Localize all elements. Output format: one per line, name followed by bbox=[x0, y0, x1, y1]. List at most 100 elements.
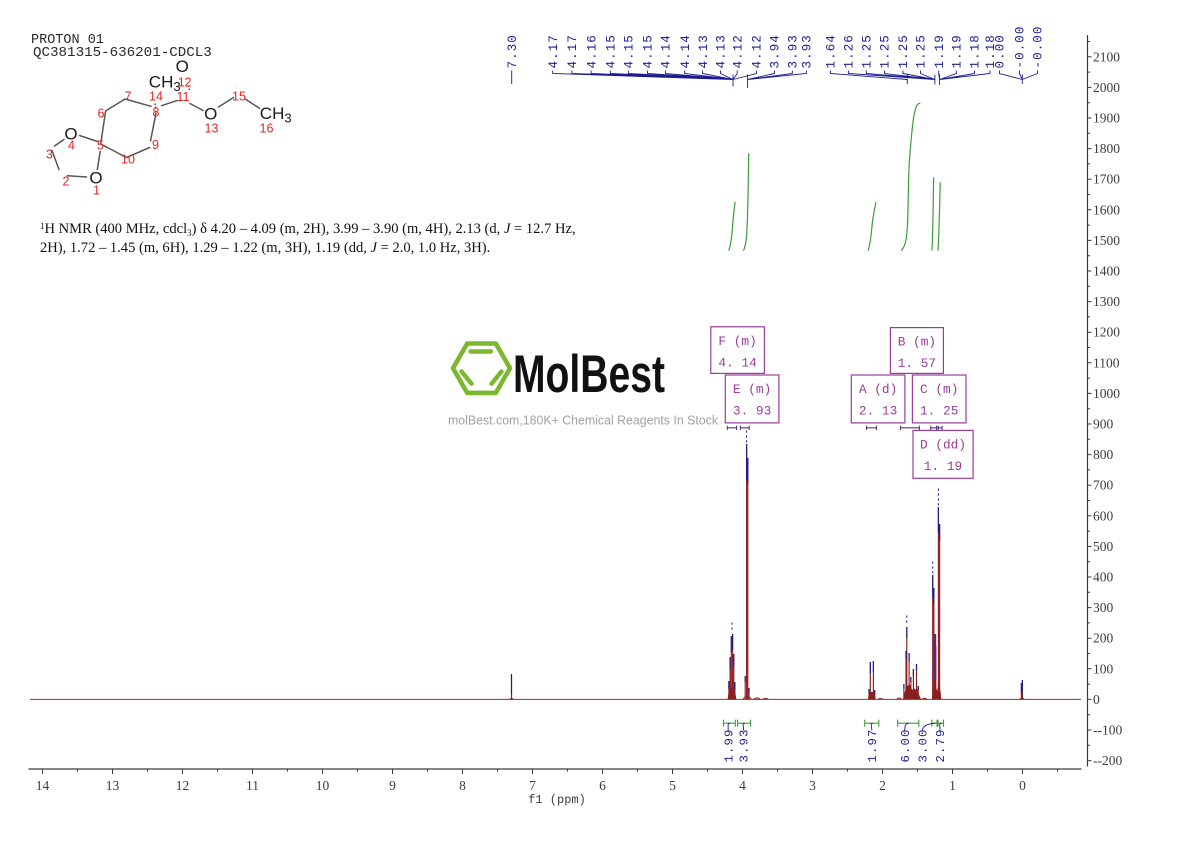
svg-text:1.26: 1.26 bbox=[843, 34, 857, 68]
svg-text:14: 14 bbox=[149, 90, 163, 104]
svg-text:1000: 1000 bbox=[1093, 386, 1120, 401]
svg-text:0: 0 bbox=[1019, 778, 1026, 793]
svg-text:1400: 1400 bbox=[1093, 264, 1120, 279]
svg-text:0.00: 0.00 bbox=[994, 34, 1008, 68]
svg-text:1.25: 1.25 bbox=[897, 34, 911, 68]
svg-text:800: 800 bbox=[1093, 447, 1114, 462]
svg-text:2. 13: 2. 13 bbox=[859, 404, 897, 419]
svg-text:10: 10 bbox=[121, 153, 135, 167]
svg-text:3: 3 bbox=[46, 148, 53, 162]
svg-text:3.00: 3.00 bbox=[917, 729, 931, 763]
svg-text:1500: 1500 bbox=[1093, 233, 1120, 248]
svg-text:7: 7 bbox=[125, 90, 132, 104]
svg-text:10: 10 bbox=[316, 778, 330, 793]
svg-text:6: 6 bbox=[599, 778, 606, 793]
svg-text:13: 13 bbox=[106, 778, 120, 793]
svg-text:7.30: 7.30 bbox=[506, 34, 520, 68]
svg-text:0: 0 bbox=[1093, 692, 1100, 707]
svg-text:E (m): E (m) bbox=[733, 382, 771, 397]
svg-text:700: 700 bbox=[1093, 478, 1114, 493]
svg-text:O: O bbox=[89, 169, 102, 188]
svg-text:4.12: 4.12 bbox=[731, 34, 745, 68]
svg-text:1H NMR (400 MHz, cdcl3) δ 4.20: 1H NMR (400 MHz, cdcl3) δ 4.20 – 4.09 (m… bbox=[40, 221, 576, 238]
svg-text:1.18: 1.18 bbox=[984, 34, 998, 68]
svg-text:4.14: 4.14 bbox=[679, 34, 693, 68]
svg-text:600: 600 bbox=[1093, 508, 1114, 523]
svg-text:12: 12 bbox=[178, 75, 192, 89]
svg-text:1.18: 1.18 bbox=[969, 34, 983, 68]
svg-text:D (dd): D (dd) bbox=[920, 437, 966, 452]
svg-text:500: 500 bbox=[1093, 539, 1114, 554]
svg-text:13: 13 bbox=[205, 122, 219, 136]
svg-text:1.64: 1.64 bbox=[825, 34, 839, 68]
svg-text:6: 6 bbox=[98, 107, 105, 121]
svg-text:1.97: 1.97 bbox=[866, 729, 880, 763]
svg-text:1: 1 bbox=[93, 184, 100, 198]
svg-text:2: 2 bbox=[63, 175, 70, 189]
svg-text:12: 12 bbox=[176, 778, 190, 793]
svg-text:3.93: 3.93 bbox=[738, 729, 752, 763]
svg-text:1100: 1100 bbox=[1093, 355, 1120, 370]
svg-text:O: O bbox=[204, 104, 217, 123]
svg-text:5: 5 bbox=[97, 139, 104, 153]
svg-text:1.25: 1.25 bbox=[915, 34, 929, 68]
svg-text:F (m): F (m) bbox=[718, 334, 756, 349]
svg-text:4.16: 4.16 bbox=[585, 34, 599, 68]
svg-text:4.13: 4.13 bbox=[715, 34, 729, 68]
svg-text:1.25: 1.25 bbox=[879, 34, 893, 68]
svg-text:1.25: 1.25 bbox=[861, 34, 875, 68]
svg-text:1.19: 1.19 bbox=[951, 34, 965, 68]
svg-text:900: 900 bbox=[1093, 417, 1114, 432]
svg-text:1600: 1600 bbox=[1093, 202, 1120, 217]
svg-text:9: 9 bbox=[152, 138, 159, 152]
svg-text:200: 200 bbox=[1093, 631, 1114, 646]
svg-text:4.17: 4.17 bbox=[566, 34, 580, 68]
svg-text:4.17: 4.17 bbox=[547, 34, 561, 68]
svg-text:16: 16 bbox=[260, 122, 274, 136]
svg-text:3. 93: 3. 93 bbox=[733, 404, 771, 419]
svg-text:1200: 1200 bbox=[1093, 325, 1120, 340]
svg-text:11: 11 bbox=[177, 90, 190, 104]
svg-text:2100: 2100 bbox=[1093, 49, 1120, 64]
svg-text:1800: 1800 bbox=[1093, 141, 1120, 156]
svg-text:4: 4 bbox=[68, 139, 75, 153]
svg-text:4.14: 4.14 bbox=[660, 34, 674, 68]
svg-text:2H), 1.72 – 1.45 (m, 6H), 1.29: 2H), 1.72 – 1.45 (m, 6H), 1.29 – 1.22 (m… bbox=[40, 240, 490, 256]
svg-text:1: 1 bbox=[949, 778, 956, 793]
svg-text:1.19: 1.19 bbox=[933, 34, 947, 68]
svg-text:2000: 2000 bbox=[1093, 80, 1120, 95]
svg-text:molBest.com,180K+ Chemical Rea: molBest.com,180K+ Chemical Reagents In S… bbox=[448, 413, 718, 428]
svg-text:3.93: 3.93 bbox=[801, 34, 815, 68]
svg-text:O: O bbox=[176, 57, 189, 76]
svg-text:14: 14 bbox=[36, 778, 50, 793]
svg-text:-0.00: -0.00 bbox=[1032, 25, 1046, 68]
svg-text:C (m): C (m) bbox=[920, 382, 958, 397]
svg-text:6.00: 6.00 bbox=[899, 729, 913, 763]
svg-text:1700: 1700 bbox=[1093, 172, 1120, 187]
svg-text:300: 300 bbox=[1093, 600, 1114, 615]
svg-text:15: 15 bbox=[232, 90, 246, 104]
svg-text:f1 (ppm): f1 (ppm) bbox=[528, 793, 586, 807]
svg-text:--100: --100 bbox=[1093, 723, 1122, 738]
svg-text:A (d): A (d) bbox=[859, 382, 897, 397]
svg-text:1. 25: 1. 25 bbox=[920, 404, 958, 419]
svg-text:-0.00: -0.00 bbox=[1014, 25, 1028, 68]
svg-text:2.79: 2.79 bbox=[934, 729, 948, 763]
svg-text:MolBest: MolBest bbox=[513, 345, 665, 404]
svg-text:1.99: 1.99 bbox=[722, 729, 736, 763]
svg-text:11: 11 bbox=[246, 778, 259, 793]
svg-text:1. 57: 1. 57 bbox=[898, 356, 936, 371]
svg-text:B (m): B (m) bbox=[898, 335, 936, 350]
svg-text:CH3: CH3 bbox=[149, 73, 181, 95]
svg-text:5: 5 bbox=[669, 778, 676, 793]
svg-text:--200: --200 bbox=[1093, 753, 1122, 768]
svg-text:1900: 1900 bbox=[1093, 111, 1120, 126]
svg-text:400: 400 bbox=[1093, 570, 1114, 585]
svg-text:1300: 1300 bbox=[1093, 294, 1120, 309]
svg-text:9: 9 bbox=[389, 778, 396, 793]
svg-text:4.15: 4.15 bbox=[642, 34, 656, 68]
svg-text:8: 8 bbox=[459, 778, 466, 793]
svg-text:4.12: 4.12 bbox=[751, 34, 765, 68]
svg-text:4.15: 4.15 bbox=[605, 34, 619, 68]
svg-text:4.13: 4.13 bbox=[697, 34, 711, 68]
